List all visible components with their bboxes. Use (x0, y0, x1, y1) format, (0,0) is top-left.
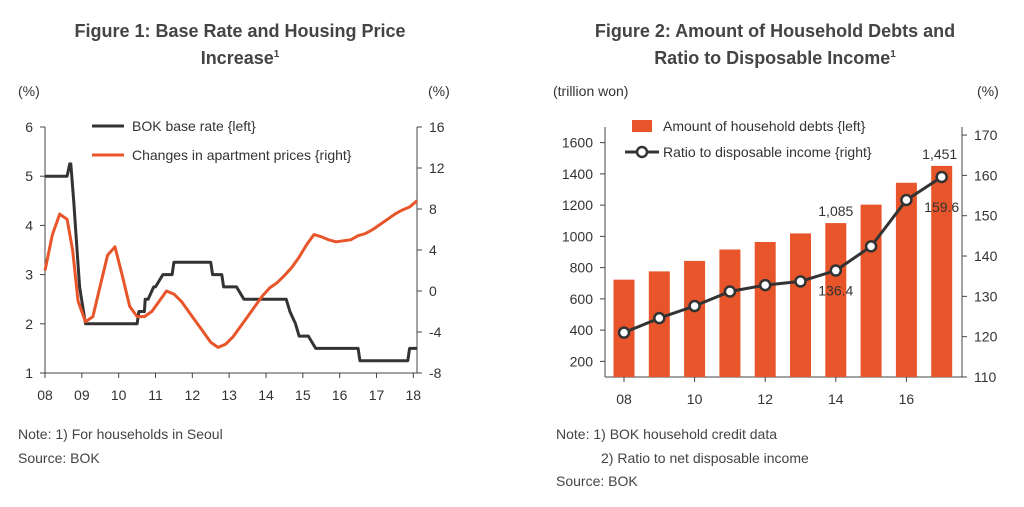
figure2-debt-bar (754, 242, 776, 377)
figure2-note-2: 2) Ratio to net disposable income (601, 450, 809, 466)
figure2-title-line2: Ratio to Disposable Income1 (540, 43, 1010, 70)
figure2-right-tick-label: 160 (974, 167, 998, 183)
figure2-ratio-marker (829, 264, 843, 277)
figure1-x-tick-label: 13 (221, 387, 237, 403)
figure1-title-line1: Figure 1: Base Rate and Housing Price (74, 21, 406, 41)
figure2-left-tick-label: 400 (570, 322, 594, 338)
figure2-plot: 2004006008001000120014001600110120130140… (562, 127, 998, 407)
figure1-right-tick-label: -8 (429, 365, 442, 381)
figure1-x-tick-label: 12 (185, 387, 201, 403)
figure2-debt-bar (719, 249, 741, 377)
figure2-right-unit: (%) (977, 83, 999, 99)
figure1-right-tick-label: 0 (429, 283, 437, 299)
figure2-legend-swatch-debts (632, 120, 652, 132)
figure1-title-line2: Increase1 (20, 43, 460, 70)
figure2-legend-label-debts: Amount of household debts {left} (663, 118, 866, 134)
figure2-left-tick-label: 600 (570, 291, 594, 307)
figure1-title-line2-text: Increase (200, 48, 274, 68)
figure1-left-unit: (%) (18, 83, 40, 99)
figure2-x-tick-label: 16 (899, 391, 915, 407)
figure1-x-tick-label: 08 (37, 387, 53, 403)
figure1-title-footnote-mark: 1 (273, 49, 280, 60)
figure2-debt-data-label: 1,451 (922, 146, 957, 162)
figure2-right-tick-label: 130 (974, 288, 998, 304)
figure1-right-tick-label: 16 (429, 119, 445, 135)
figure1-legend-label-apartment-prices: Changes in apartment prices {right} (132, 147, 352, 163)
figure1-x-tick-label: 14 (258, 387, 274, 403)
figure2-title-line1: Figure 2: Amount of Household Debts and (594, 21, 956, 41)
figure2-right-tick-label: 170 (974, 127, 998, 143)
figure2-source: Source: BOK (556, 473, 638, 489)
figure2-right-tick-label: 110 (974, 369, 997, 385)
figure2-left-tick-label: 200 (570, 353, 594, 369)
figure1-x-tick-label: 16 (332, 387, 348, 403)
figure2-title-footnote-mark: 1 (890, 49, 896, 60)
figure2-right-tick-label: 150 (974, 208, 998, 224)
figure2-ratio-marker (794, 275, 807, 288)
figure1-left-tick-label: 2 (25, 316, 33, 332)
figure2-ratio-data-label: 136.4 (818, 283, 853, 299)
figure2-left-tick-label: 1000 (562, 228, 593, 244)
figure1-series-base-rate (45, 162, 417, 363)
figure1-title: Figure 1: Base Rate and Housing Price In… (20, 20, 460, 70)
figure1-left-tick-label: 4 (25, 217, 33, 233)
figure1-left-tick-label: 1 (25, 365, 33, 381)
figure2-debt-bar (825, 223, 847, 377)
figure2-x-tick-label: 08 (616, 391, 632, 407)
figure2-legend-swatch-ratio-marker (635, 145, 649, 159)
figure2-debt-bar (931, 165, 953, 377)
figure2-debt-bar (895, 182, 917, 377)
figure2-debt-data-label: 1,085 (818, 203, 853, 219)
figure2-x-tick-label: 12 (757, 391, 773, 407)
figure2-ratio-marker (758, 278, 772, 292)
figure1-x-tick-label: 18 (406, 387, 422, 403)
figure1-left-tick-label: 6 (25, 119, 33, 135)
figure2-left-tick-label: 1600 (562, 135, 593, 151)
figure2-debt-bar (684, 260, 706, 377)
figure1-x-tick-label: 10 (111, 387, 127, 403)
figure1-x-tick-label: 17 (369, 387, 385, 403)
figure2-x-tick-label: 14 (828, 391, 844, 407)
figure2-left-unit: (trillion won) (553, 83, 628, 99)
figure2-debt-bar (790, 233, 811, 377)
figure1-left-tick-label: 5 (25, 168, 33, 184)
figure1-legend-label-base-rate: BOK base rate {left} (132, 118, 256, 134)
figure2-legend-label-ratio: Ratio to disposable income {right} (663, 144, 872, 160)
figure2-ratio-marker (653, 311, 666, 325)
figure1-right-tick-label: 8 (429, 201, 437, 217)
figure1-right-tick-label: -4 (429, 324, 442, 340)
figure2-series-ratio-line (623, 175, 943, 334)
figure2-left-tick-label: 1200 (562, 197, 593, 213)
figure2-x-tick-label: 10 (687, 391, 703, 407)
figure1-right-tick-label: 4 (429, 242, 437, 258)
figure2-note-1: Note: 1) BOK household credit data (556, 426, 778, 442)
figure1-x-tick-label: 15 (295, 387, 311, 403)
figure1-right-unit: (%) (428, 83, 450, 99)
figure2-ratio-marker (935, 170, 948, 184)
figure1-left-tick-label: 3 (25, 267, 33, 283)
figure2-debt-bar (860, 204, 882, 377)
figure2-ratio-marker (688, 299, 701, 313)
figure2-ratio-marker (723, 285, 737, 298)
figure2-ratio-marker (617, 326, 631, 339)
figure2-ratio-marker (900, 193, 913, 207)
figure1-x-tick-label: 11 (148, 387, 163, 403)
figure2-ratio-data-label: 159.6 (924, 199, 959, 215)
figure2-right-tick-label: 120 (974, 329, 998, 345)
figure2-ratio-marker (864, 240, 878, 253)
figure1-note: Note: 1) For households in Seoul (18, 426, 223, 442)
figure1-source: Source: BOK (18, 450, 100, 466)
figure2-right-tick-label: 140 (974, 248, 998, 264)
figure2-title-line2-text: Ratio to Disposable Income (654, 48, 891, 68)
figure1-right-tick-label: 12 (429, 160, 445, 176)
figure2-left-tick-label: 800 (570, 260, 594, 276)
figure1-x-tick-label: 09 (74, 387, 90, 403)
figure2-title: Figure 2: Amount of Household Debts and … (540, 20, 1010, 70)
figure2-left-tick-label: 1400 (562, 166, 593, 182)
figure1-series-apartment-prices (43, 199, 418, 349)
